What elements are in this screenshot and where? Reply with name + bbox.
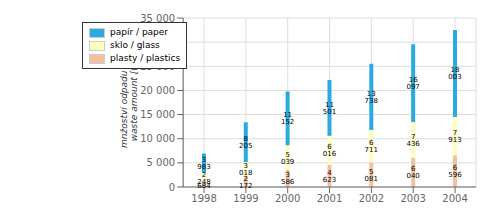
svg-text:5 000: 5 000: [146, 157, 175, 168]
svg-text:2003: 2003: [401, 193, 426, 204]
svg-text:11501: 11501: [323, 101, 336, 116]
svg-text:2002: 2002: [359, 193, 384, 204]
svg-text:6711: 6711: [365, 139, 378, 154]
svg-text:2001: 2001: [317, 193, 342, 204]
svg-text:18003: 18003: [448, 66, 461, 81]
svg-text:10 000: 10 000: [140, 133, 175, 144]
svg-text:2000: 2000: [275, 193, 300, 204]
svg-text:4623: 4623: [323, 169, 336, 184]
svg-text:mnžoství odpadu [t]waste amoun: mnžoství odpadu [t]waste amount [t]: [119, 57, 139, 148]
svg-text:8205: 8205: [239, 135, 252, 150]
svg-text:15 000: 15 000: [140, 109, 175, 120]
svg-text:25 000: 25 000: [140, 61, 175, 72]
svg-text:2004: 2004: [442, 193, 467, 204]
svg-text:1999: 1999: [233, 193, 258, 204]
svg-text:11152: 11152: [281, 111, 294, 126]
svg-text:20 000: 20 000: [140, 85, 175, 96]
svg-text:6040: 6040: [406, 165, 419, 180]
svg-text:3018: 3018: [239, 162, 252, 177]
svg-text:5081: 5081: [365, 168, 378, 183]
svg-text:2248: 2248: [197, 171, 210, 186]
svg-text:3983: 3983: [197, 156, 210, 171]
svg-text:6016: 6016: [323, 143, 337, 158]
svg-text:0: 0: [169, 182, 175, 193]
svg-text:35 000: 35 000: [140, 13, 175, 24]
svg-text:16097: 16097: [406, 76, 419, 91]
svg-text:7913: 7913: [448, 129, 461, 144]
svg-text:30 000: 30 000: [140, 37, 175, 48]
svg-text:5039: 5039: [281, 151, 294, 166]
svg-text:6596: 6596: [448, 164, 462, 179]
svg-text:7436: 7436: [406, 133, 420, 148]
svg-text:3586: 3586: [281, 171, 295, 186]
svg-text:13738: 13738: [365, 90, 378, 105]
svg-text:1998: 1998: [191, 193, 216, 204]
